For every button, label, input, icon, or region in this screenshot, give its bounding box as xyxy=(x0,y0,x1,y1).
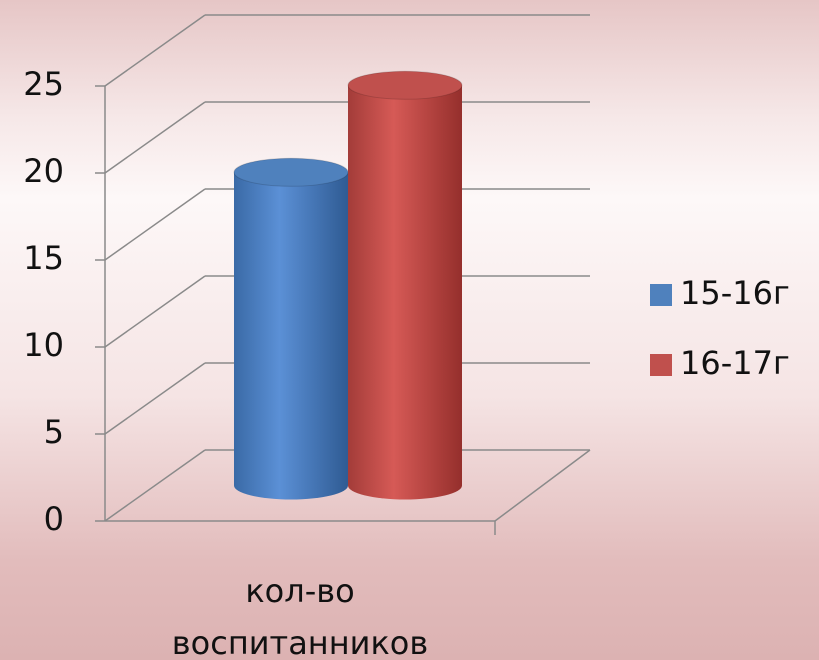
y-tick-label: 15 xyxy=(23,239,64,277)
legend-swatch xyxy=(650,284,672,306)
grid-line xyxy=(104,101,206,174)
y-tick-label: 20 xyxy=(23,152,64,190)
grid-line xyxy=(104,275,206,348)
bar xyxy=(234,172,348,486)
floor-edge xyxy=(494,449,591,522)
grid-line xyxy=(104,188,206,261)
grid-line xyxy=(104,362,206,435)
y-tick-label: 5 xyxy=(44,413,64,451)
bar xyxy=(348,85,462,486)
legend-label: 15-16г xyxy=(680,274,790,312)
x-category-label: кол-во воспитанников xyxy=(171,572,429,660)
bar-top xyxy=(347,70,463,100)
grid-line xyxy=(104,449,206,522)
y-tick-label: 0 xyxy=(44,500,64,538)
y-tick-label: 10 xyxy=(23,326,64,364)
grid-line xyxy=(104,14,206,87)
legend-label: 16-17г xyxy=(680,344,790,382)
legend-swatch xyxy=(650,354,672,376)
y-tick-label: 25 xyxy=(23,65,64,103)
bar-top xyxy=(233,157,349,187)
